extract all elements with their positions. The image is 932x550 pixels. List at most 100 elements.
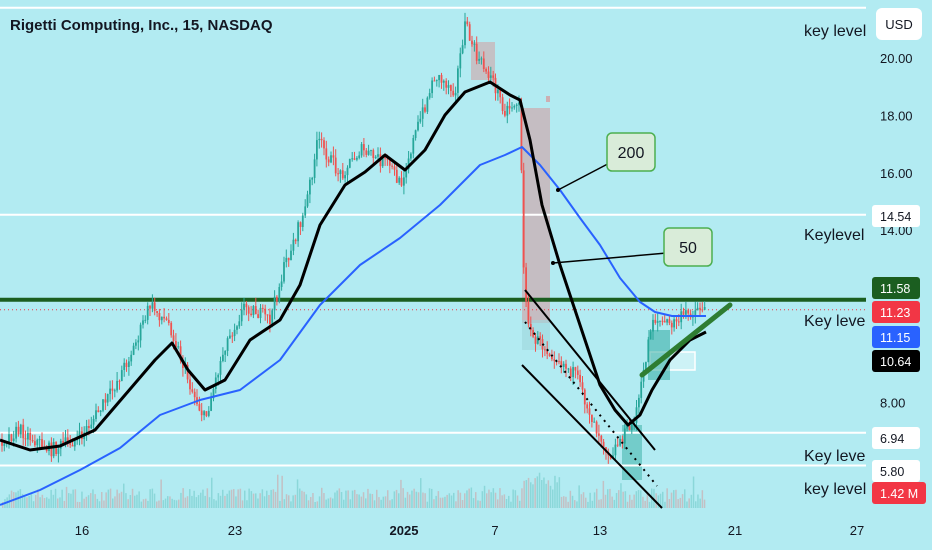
candle	[654, 319, 657, 323]
candle	[360, 144, 363, 156]
candle	[233, 329, 236, 336]
volume-bar	[565, 496, 567, 508]
time-axis[interactable]	[0, 514, 866, 550]
volume-bar	[35, 494, 37, 508]
volume-bar	[453, 492, 455, 508]
volume-bar	[626, 501, 629, 508]
ma-callout-box[interactable]	[663, 227, 713, 267]
candle	[320, 138, 323, 141]
ma-50-line[interactable]	[0, 80, 707, 452]
price-tag	[872, 427, 920, 449]
candle	[41, 439, 43, 448]
volume-bar	[252, 493, 255, 508]
volume-bar	[329, 497, 332, 508]
candle	[628, 425, 631, 430]
volume-bar	[314, 502, 316, 508]
volume-bar	[646, 493, 649, 508]
volume-bar	[79, 502, 81, 508]
volume-bar	[690, 494, 693, 508]
support-trendline[interactable]	[639, 302, 733, 378]
channel-upper-line[interactable]	[524, 289, 656, 451]
candle	[525, 267, 527, 302]
y-tick-label: 8.00	[880, 395, 905, 410]
candle	[365, 150, 368, 155]
candle	[553, 359, 556, 361]
volume-bar	[523, 480, 525, 508]
candle	[57, 448, 60, 454]
candle	[24, 438, 27, 440]
candle	[109, 388, 111, 395]
candle	[151, 302, 154, 309]
candle	[381, 156, 384, 167]
volume-bar	[301, 490, 303, 508]
volume-bar	[413, 488, 415, 508]
volume-bar	[563, 496, 565, 508]
volume-bar	[362, 492, 365, 508]
candle	[247, 307, 250, 314]
volume-bar	[424, 493, 426, 508]
candle	[551, 356, 553, 360]
candle	[123, 362, 126, 370]
volume-bar	[206, 488, 209, 508]
chart-title: Rigetti Computing, Inc., 15, NASDAQ	[10, 17, 273, 34]
candle	[339, 170, 342, 174]
candle	[527, 301, 530, 324]
candle	[372, 150, 375, 158]
volume-bar	[629, 494, 631, 508]
volume-bar	[527, 477, 530, 508]
volume-bar	[428, 488, 431, 508]
volume-bar	[657, 495, 660, 508]
candle	[311, 177, 314, 180]
candle	[645, 362, 647, 370]
volume-bar	[237, 489, 239, 508]
candle	[696, 307, 699, 311]
candle	[66, 437, 69, 442]
volume-bar	[442, 497, 444, 508]
channel-lower-line[interactable]	[521, 364, 663, 509]
volume-bar	[125, 493, 127, 508]
currency-badge[interactable]	[876, 8, 922, 40]
volume-bar	[274, 491, 277, 508]
volume-bar	[250, 491, 253, 508]
volume-bar	[576, 501, 578, 508]
volume-bar	[545, 483, 547, 508]
volume-bar	[105, 492, 107, 508]
volume-bar	[156, 501, 158, 508]
candle	[294, 239, 297, 242]
volume-bar	[85, 496, 88, 508]
volume-bar	[541, 480, 543, 508]
candle	[175, 341, 177, 348]
ma-callout-box[interactable]	[606, 132, 656, 172]
channel-mid-line[interactable]	[524, 321, 658, 487]
volume-bar	[296, 479, 299, 508]
volume-bar	[180, 492, 182, 508]
volume-bar	[695, 501, 697, 508]
price-tag-value: 14.54	[880, 210, 911, 224]
candle	[548, 353, 551, 357]
candle	[374, 156, 377, 158]
candle	[17, 426, 20, 435]
volume-bar	[448, 493, 451, 508]
volume-bar	[261, 489, 264, 508]
volume-bar	[435, 495, 437, 508]
candle	[92, 418, 95, 425]
volume-bar	[334, 492, 336, 508]
ma-200-line[interactable]	[0, 146, 706, 506]
volume-bar	[415, 491, 418, 508]
candle	[69, 441, 72, 445]
candle	[586, 404, 589, 409]
volume-bar	[10, 490, 13, 508]
candle	[414, 130, 417, 138]
volume-bar	[94, 494, 96, 508]
volume-bar	[316, 501, 319, 508]
candle	[419, 118, 422, 122]
volume-bar	[382, 496, 385, 508]
price-axis[interactable]	[866, 0, 932, 550]
volume-bar	[246, 500, 248, 508]
candle	[118, 380, 121, 382]
candle	[139, 324, 142, 341]
y-tick-label: 18.00	[880, 108, 913, 123]
volume-bar	[422, 492, 424, 508]
volume-bar	[510, 501, 512, 508]
